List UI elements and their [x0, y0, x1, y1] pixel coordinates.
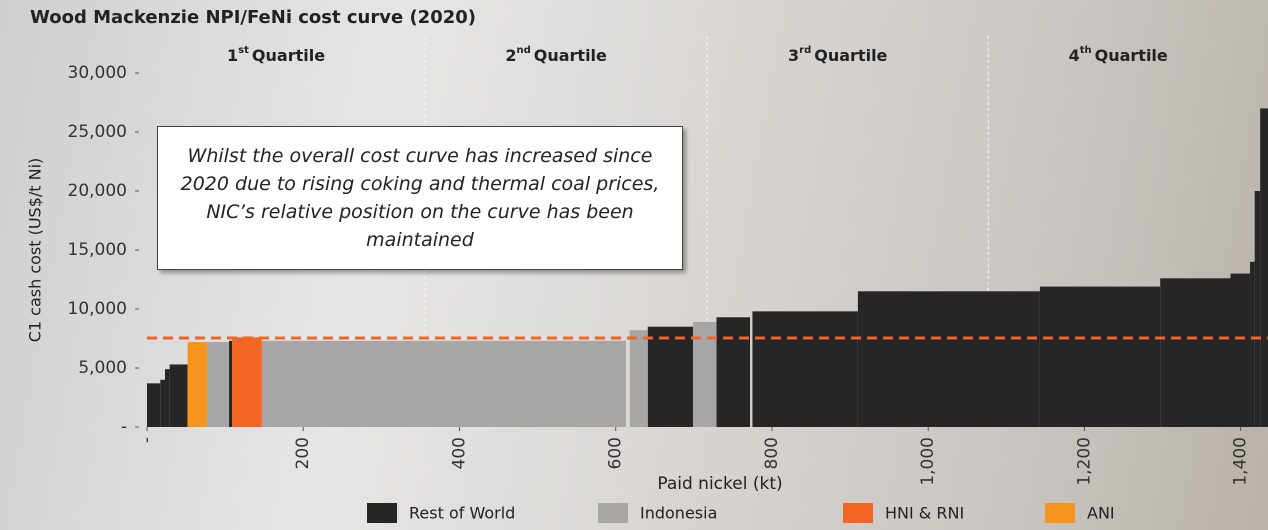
cost-bar — [1039, 286, 1161, 427]
cost-bar — [629, 330, 648, 427]
y-tick-label: 30,000 — [68, 63, 127, 83]
quartile-text: Quartile — [534, 46, 607, 65]
x-tick-label: 400 — [449, 437, 469, 469]
cost-bar — [647, 326, 694, 427]
cost-bar — [857, 291, 1040, 427]
legend-label: ANI — [1087, 504, 1115, 523]
quartile-label: 1st Quartile — [227, 45, 325, 65]
cost-bar — [1160, 278, 1231, 427]
cost-bar — [164, 369, 170, 427]
quartile-label: 2nd Quartile — [505, 45, 607, 65]
y-tick-label: 10,000 — [68, 299, 127, 319]
legend-label: HNI & RNI — [885, 504, 964, 523]
x-tick-label: 1,400 — [1231, 437, 1251, 486]
cost-bar — [1230, 273, 1251, 427]
quartile-label: 4th Quartile — [1069, 45, 1168, 65]
quartile-label: 3rd Quartile — [788, 45, 888, 65]
legend-swatch — [1045, 503, 1075, 523]
quartile-suffix: th — [1080, 45, 1092, 56]
cost-bar — [1254, 191, 1261, 427]
cost-bar — [160, 379, 165, 427]
y-tick-label: 15,000 — [68, 240, 127, 260]
legend-swatch — [367, 503, 397, 523]
y-axis-label: C1 cash cost (US$/t Ni) — [26, 158, 45, 343]
legend-label: Indonesia — [640, 504, 717, 523]
cost-bar — [187, 342, 208, 427]
cost-bar — [1250, 261, 1255, 427]
legend-swatch — [843, 503, 873, 523]
cost-bar — [147, 383, 161, 427]
cost-bar — [169, 364, 188, 427]
legend-label: Rest of World — [409, 504, 515, 523]
quartile-number: 2 — [505, 46, 516, 65]
quartile-suffix: rd — [799, 45, 811, 56]
x-tick-label: 600 — [606, 437, 626, 469]
x-tick-label: - — [137, 437, 157, 443]
quartile-number: 4 — [1069, 46, 1080, 65]
x-tick-label: 1,200 — [1074, 437, 1094, 486]
y-tick-label: 20,000 — [68, 181, 127, 201]
quartile-number: 1 — [227, 46, 238, 65]
quartile-suffix: st — [238, 45, 249, 56]
quartile-suffix: nd — [516, 45, 530, 56]
cost-bar — [207, 342, 230, 427]
x-tick-label: 800 — [762, 437, 782, 469]
cost-bar — [752, 311, 858, 427]
y-tick-label: 5,000 — [78, 358, 127, 378]
cost-bar — [261, 340, 626, 427]
cost-bar — [229, 340, 233, 427]
cost-bar — [716, 317, 751, 427]
x-axis-label: Paid nickel (kt) — [657, 474, 782, 494]
chart-title: Wood Mackenzie NPI/FeNi cost curve (2020… — [30, 7, 476, 28]
cost-bar — [232, 337, 262, 427]
x-tick-label: 1,000 — [918, 437, 938, 486]
annotation: Whilst the overall cost curve has increa… — [157, 126, 683, 270]
quartile-text: Quartile — [252, 46, 325, 65]
quartile-number: 3 — [788, 46, 799, 65]
y-tick-label: - — [121, 417, 127, 437]
cost-bar — [693, 321, 717, 427]
cost-bar — [1260, 108, 1268, 428]
quartile-text: Quartile — [1095, 46, 1168, 65]
x-tick-label: 200 — [293, 437, 313, 469]
legend-swatch — [598, 503, 628, 523]
quartile-text: Quartile — [814, 46, 887, 65]
y-tick-label: 25,000 — [68, 122, 127, 142]
